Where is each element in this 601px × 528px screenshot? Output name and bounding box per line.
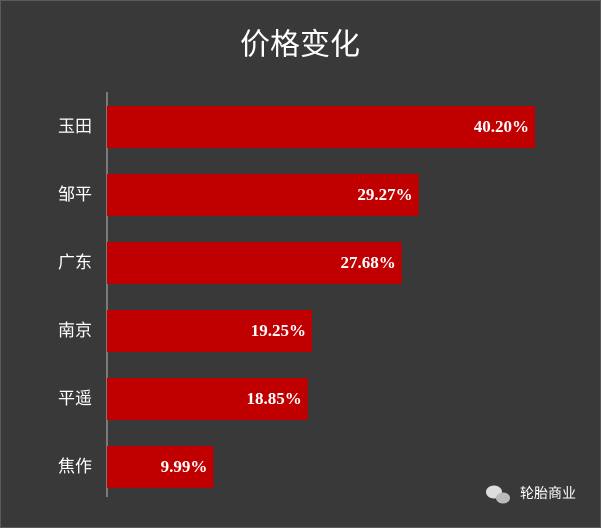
y-tick-label: 平遥 — [58, 389, 92, 409]
bar — [107, 446, 214, 488]
bar — [107, 378, 308, 420]
value-label: 18.85% — [246, 389, 301, 408]
watermark-icon — [486, 485, 510, 504]
y-tick-label: 广东 — [58, 253, 92, 273]
value-label: 40.20% — [474, 117, 529, 136]
bar — [107, 242, 402, 284]
bar — [107, 310, 312, 352]
y-tick-label: 焦作 — [58, 457, 92, 477]
value-label: 19.25% — [251, 321, 306, 340]
bar — [107, 106, 535, 148]
y-tick-label: 玉田 — [58, 117, 92, 137]
y-tick-label: 南京 — [58, 321, 92, 341]
watermark: 轮胎商业 — [520, 486, 576, 502]
bar — [107, 174, 419, 216]
value-label: 9.99% — [161, 457, 208, 476]
y-tick-label: 邹平 — [58, 185, 92, 205]
chart-title: 价格变化 — [240, 28, 360, 63]
value-label: 27.68% — [340, 253, 395, 272]
value-label: 29.27% — [357, 185, 412, 204]
